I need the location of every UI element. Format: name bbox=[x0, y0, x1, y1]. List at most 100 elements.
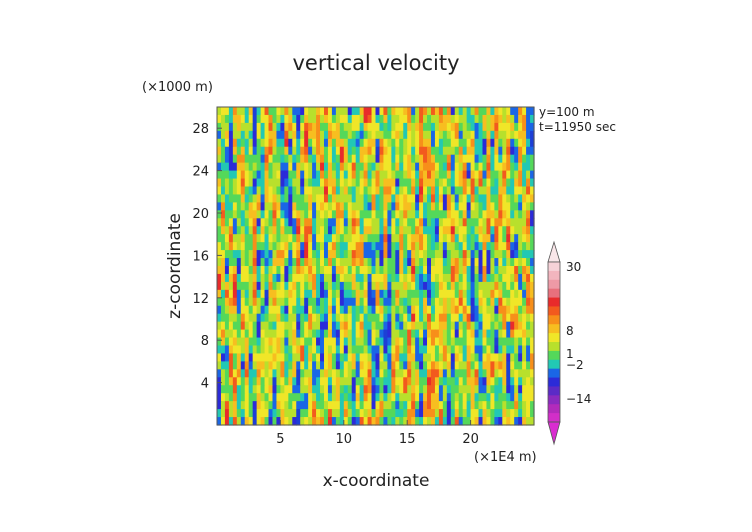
heatmap-cell bbox=[379, 297, 385, 307]
heatmap-cell bbox=[347, 218, 353, 227]
heatmap-cell bbox=[462, 305, 468, 315]
heatmap-cell bbox=[395, 329, 400, 339]
heatmap-cell bbox=[510, 281, 515, 291]
heatmap-cell bbox=[442, 305, 448, 315]
heatmap-cell bbox=[260, 170, 266, 180]
heatmap-cell bbox=[351, 154, 357, 164]
heatmap-cell bbox=[387, 234, 392, 243]
heatmap-cell bbox=[351, 178, 357, 188]
heatmap-cell bbox=[399, 417, 404, 426]
heatmap-cell bbox=[260, 146, 266, 156]
heatmap-cell bbox=[220, 329, 226, 339]
heatmap-cell bbox=[224, 369, 230, 378]
heatmap-cell bbox=[248, 186, 254, 196]
heatmap-cell bbox=[478, 202, 484, 211]
heatmap-cell bbox=[268, 361, 274, 370]
heatmap-cell bbox=[327, 194, 333, 203]
heatmap-cell bbox=[359, 210, 365, 219]
heatmap-cell bbox=[276, 297, 281, 307]
heatmap-cell bbox=[478, 409, 484, 418]
heatmap-cell bbox=[530, 107, 535, 116]
heatmap-cell bbox=[351, 266, 357, 275]
heatmap-cell bbox=[351, 289, 357, 299]
heatmap-cell bbox=[320, 138, 325, 148]
heatmap-cell bbox=[252, 138, 258, 148]
heatmap-cell bbox=[490, 146, 495, 156]
heatmap-cell bbox=[399, 242, 404, 251]
heatmap-cell bbox=[399, 345, 404, 355]
heatmap-cell bbox=[288, 321, 293, 331]
heatmap-cell bbox=[343, 321, 349, 331]
heatmap-cell bbox=[363, 369, 369, 378]
heatmap-cell bbox=[296, 345, 301, 355]
heatmap-cell bbox=[300, 218, 305, 227]
heatmap-cell bbox=[284, 202, 289, 211]
heatmap-cell bbox=[498, 329, 503, 339]
heatmap-cell bbox=[351, 273, 357, 283]
heatmap-cell bbox=[498, 273, 503, 283]
heatmap-cell bbox=[292, 393, 297, 402]
heatmap-cell bbox=[359, 178, 365, 188]
heatmap-cell bbox=[490, 114, 495, 124]
heatmap-cell bbox=[252, 353, 258, 362]
heatmap-cell bbox=[458, 107, 464, 116]
heatmap-cell bbox=[522, 114, 527, 124]
heatmap-cell bbox=[252, 202, 258, 211]
heatmap-cell bbox=[482, 138, 488, 148]
heatmap-cell bbox=[339, 297, 345, 307]
heatmap-cell bbox=[466, 337, 472, 347]
heatmap-cell bbox=[454, 385, 460, 394]
heatmap-cell bbox=[510, 202, 515, 211]
heatmap-cell bbox=[383, 114, 388, 124]
heatmap-cell bbox=[486, 162, 492, 172]
heatmap-cell bbox=[478, 210, 484, 219]
heatmap-cell bbox=[288, 313, 293, 323]
heatmap-cell bbox=[387, 242, 392, 251]
heatmap-cell bbox=[252, 417, 258, 426]
heatmap-cell bbox=[316, 122, 321, 132]
heatmap-cell bbox=[470, 337, 476, 347]
heatmap-cell bbox=[399, 393, 404, 402]
heatmap-cell bbox=[276, 305, 281, 315]
heatmap-cell bbox=[486, 130, 492, 140]
heatmap-cell bbox=[359, 369, 365, 378]
heatmap-cell bbox=[252, 234, 258, 243]
heatmap-cell bbox=[272, 385, 278, 394]
heatmap-cell bbox=[280, 138, 285, 148]
heatmap-cell bbox=[518, 297, 523, 307]
heatmap-cell bbox=[339, 194, 345, 203]
heatmap-cell bbox=[423, 329, 428, 339]
heatmap-cell bbox=[228, 146, 234, 156]
heatmap-cell bbox=[434, 297, 440, 307]
heatmap-cell bbox=[407, 353, 412, 362]
heatmap-cell bbox=[522, 210, 527, 219]
heatmap-cell bbox=[510, 273, 515, 283]
heatmap-cell bbox=[518, 266, 523, 275]
heatmap-cell bbox=[217, 297, 222, 307]
heatmap-cell bbox=[320, 401, 325, 410]
heatmap-cell bbox=[343, 170, 349, 180]
heatmap-cell bbox=[308, 130, 313, 140]
heatmap-cell bbox=[442, 401, 448, 410]
heatmap-cell bbox=[308, 226, 313, 235]
heatmap-cell bbox=[244, 305, 250, 315]
heatmap-cell bbox=[244, 250, 250, 259]
heatmap-cell bbox=[331, 186, 337, 196]
heatmap-cell bbox=[323, 289, 329, 299]
heatmap-cell bbox=[276, 281, 281, 291]
heatmap-cell bbox=[375, 194, 381, 203]
heatmap-cell bbox=[323, 218, 329, 227]
heatmap-cell bbox=[308, 321, 313, 331]
heatmap-cell bbox=[490, 281, 495, 291]
heatmap-cell bbox=[466, 162, 472, 172]
heatmap-cell bbox=[482, 377, 488, 386]
heatmap-cell bbox=[415, 210, 420, 219]
heatmap-cell bbox=[518, 273, 523, 283]
heatmap-cell bbox=[490, 305, 495, 315]
heatmap-cell bbox=[351, 353, 357, 362]
heatmap-cell bbox=[335, 369, 341, 378]
heatmap-cell bbox=[323, 417, 329, 426]
heatmap-cell bbox=[228, 210, 234, 219]
heatmap-cell bbox=[224, 210, 230, 219]
heatmap-cell bbox=[442, 417, 448, 426]
